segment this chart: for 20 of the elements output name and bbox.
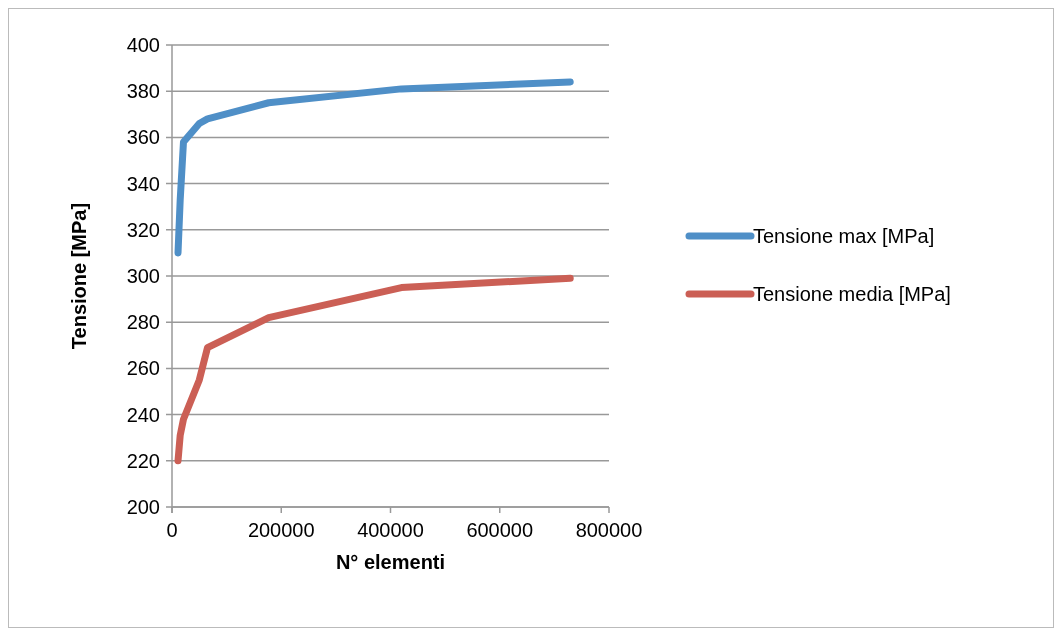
y-tick-label: 240 [126, 403, 160, 426]
x-tick-label: 400000 [357, 519, 424, 541]
y-tick-label: 260 [126, 357, 160, 380]
y-tick-label: 380 [126, 80, 160, 103]
x-tick-label: 600000 [466, 519, 534, 541]
y-tick-label: 320 [126, 218, 160, 241]
y-tick-label: 400 [126, 34, 160, 56]
x-tick-label: 800000 [575, 519, 643, 541]
y-tick-label: 220 [126, 449, 160, 472]
legend-label: Tensione max [MPa] [753, 225, 935, 247]
y-tick-label: 200 [126, 496, 160, 518]
y-tick-label: 280 [126, 311, 160, 334]
y-tick-label: 360 [126, 126, 160, 149]
x-tick-label: 0 [166, 519, 178, 541]
y-tick-label: 300 [126, 265, 160, 287]
legend-label: Tensione media [MPa] [753, 283, 951, 305]
y-axis-title: Tensione [MPa] [68, 202, 90, 350]
y-tick-label: 340 [126, 172, 160, 195]
x-axis-title: N° elementi [335, 551, 446, 573]
x-tick-label: 200000 [247, 519, 315, 541]
